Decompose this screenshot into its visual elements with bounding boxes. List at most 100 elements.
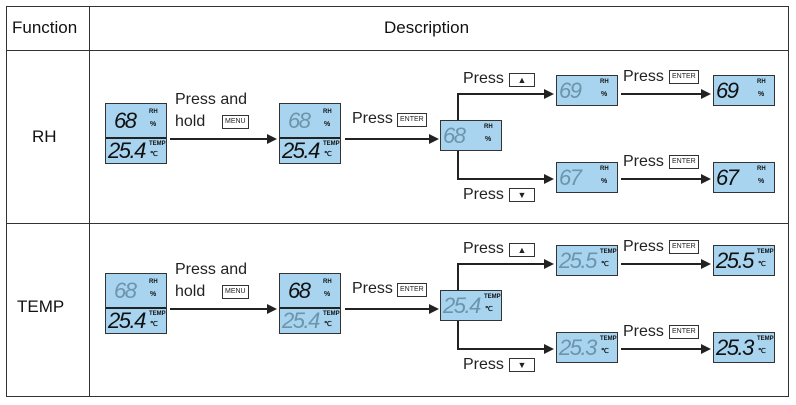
lcd-down-saved-value: 25.3 bbox=[716, 335, 754, 360]
lcd-start-temp-label: TEMP bbox=[149, 141, 166, 147]
lcd-down-saved: 25.3 TEMP ℃ bbox=[713, 332, 775, 363]
lcd-edit-label: RH bbox=[484, 124, 493, 130]
lcd-up-saved-label: RH bbox=[757, 79, 766, 85]
enter-key-icon: ENTER bbox=[397, 113, 427, 127]
lcd-start-temp-value: 25.4 bbox=[108, 308, 146, 333]
enter-key-icon: ENTER bbox=[669, 70, 699, 84]
lcd-start-temp-unit: ℃ bbox=[150, 321, 158, 328]
lcd-up-saved-unit: ℃ bbox=[758, 261, 766, 268]
lcd-menu-rh-value: 68 bbox=[288, 278, 311, 303]
lcd-divider bbox=[280, 137, 340, 139]
lcd-menu-rh-unit: % bbox=[324, 121, 331, 128]
connector-line bbox=[457, 93, 459, 120]
connector-line bbox=[621, 263, 702, 265]
lcd-down-label: TEMP bbox=[600, 336, 617, 342]
arrow-head-icon bbox=[544, 259, 554, 269]
lcd-down-saved-value: 67 bbox=[716, 165, 739, 190]
lcd-edit-unit: ℃ bbox=[485, 306, 493, 313]
lcd-down-saved-unit: % bbox=[758, 178, 765, 185]
enter-key-icon: ENTER bbox=[669, 240, 699, 254]
lcd-edit: 25.4 TEMP ℃ bbox=[440, 290, 502, 321]
connector-line bbox=[170, 138, 268, 140]
connector-line bbox=[621, 93, 702, 95]
arrow-head-icon bbox=[429, 134, 439, 144]
enter-key-icon: ENTER bbox=[397, 283, 427, 297]
lcd-edit-label: TEMP bbox=[484, 294, 501, 300]
lcd-menu-rh-value: 68 bbox=[288, 108, 311, 133]
arrow-head-icon bbox=[544, 174, 554, 184]
lcd-down-saved-label: RH bbox=[757, 166, 766, 172]
enter-key-icon: ENTER bbox=[669, 325, 699, 339]
connector-line bbox=[345, 138, 430, 140]
press-text: Press bbox=[623, 238, 664, 255]
lcd-start-temp-value: 25.4 bbox=[108, 138, 146, 163]
press-text: Press bbox=[352, 110, 393, 127]
lcd-divider bbox=[106, 307, 166, 309]
menu-key-icon: MENU bbox=[222, 115, 249, 129]
enter-key-icon: ENTER bbox=[669, 155, 699, 169]
lcd-start-temp-label: TEMP bbox=[149, 311, 166, 317]
up-key-icon: ▲ bbox=[509, 243, 535, 257]
lcd-up-saved: 69 RH% bbox=[713, 75, 775, 106]
lcd-start-rh-label: RH bbox=[149, 109, 158, 115]
connector-line bbox=[457, 151, 459, 178]
arrow-head-icon bbox=[701, 344, 711, 354]
lcd-down-unit: % bbox=[601, 178, 608, 185]
press-text: Press bbox=[352, 280, 393, 297]
down-key-icon: ▼ bbox=[509, 358, 535, 372]
connector-line bbox=[621, 178, 702, 180]
lcd-menu-temp-unit: ℃ bbox=[324, 151, 332, 158]
lcd-up: 25.5 TEMP ℃ bbox=[556, 245, 618, 276]
lcd-down-value: 67 bbox=[559, 165, 582, 190]
lcd-menu-rh-label: RH bbox=[323, 279, 332, 285]
connector-line bbox=[457, 263, 545, 265]
connector-line bbox=[457, 178, 545, 180]
press-text: Press bbox=[623, 323, 664, 340]
lcd-menu-temp-unit: ℃ bbox=[324, 321, 332, 328]
lcd-start-rh-label: RH bbox=[149, 279, 158, 285]
connector-line bbox=[457, 348, 545, 350]
lcd-start-rh-value: 68 bbox=[114, 278, 137, 303]
arrow-head-icon bbox=[701, 89, 711, 99]
lcd-up: 69 RH% bbox=[556, 75, 618, 106]
lcd-menu-temp-label: TEMP bbox=[323, 141, 340, 147]
lcd-menu-rh-label: RH bbox=[323, 109, 332, 115]
lcd-divider bbox=[106, 137, 166, 139]
lcd-up-value: 69 bbox=[559, 78, 582, 103]
menu-key-icon: MENU bbox=[222, 285, 249, 299]
connector-line bbox=[345, 308, 430, 310]
lcd-start: 68 RH% 25.4 TEMP ℃ bbox=[105, 103, 167, 164]
arrow-head-icon bbox=[544, 344, 554, 354]
press-down-text: Press bbox=[463, 356, 504, 373]
lcd-down-saved: 67 RH% bbox=[713, 162, 775, 193]
lcd-up-unit: % bbox=[601, 91, 608, 98]
lcd-down: 25.3 TEMP ℃ bbox=[556, 332, 618, 363]
press-up-text: Press bbox=[463, 70, 504, 87]
press-and-text: Press and bbox=[175, 91, 248, 108]
connector-line bbox=[457, 263, 459, 290]
hold-text: hold bbox=[175, 283, 206, 300]
lcd-start-rh-value: 68 bbox=[114, 108, 137, 133]
arrow-head-icon bbox=[429, 304, 439, 314]
lcd-up-label: RH bbox=[600, 79, 609, 85]
connector-line bbox=[170, 308, 268, 310]
press-and-text: Press and bbox=[175, 261, 248, 278]
lcd-menu-temp-label: TEMP bbox=[323, 311, 340, 317]
arrow-head-icon bbox=[544, 89, 554, 99]
arrow-head-icon bbox=[701, 259, 711, 269]
lcd-up-value: 25.5 bbox=[559, 248, 597, 273]
arrow-head-icon bbox=[267, 304, 277, 314]
lcd-down-unit: ℃ bbox=[601, 348, 609, 355]
header-description: Description bbox=[384, 18, 470, 37]
lcd-up-saved: 25.5 TEMP ℃ bbox=[713, 245, 775, 276]
press-up-text: Press bbox=[463, 240, 504, 257]
lcd-down-saved-unit: ℃ bbox=[758, 348, 766, 355]
table-border bbox=[6, 6, 789, 397]
function-name: TEMP bbox=[17, 297, 65, 316]
arrow-head-icon bbox=[701, 174, 711, 184]
lcd-edit: 68 RH% bbox=[440, 120, 502, 151]
lcd-down: 67 RH% bbox=[556, 162, 618, 193]
lcd-up-saved-value: 69 bbox=[716, 78, 739, 103]
lcd-down-label: RH bbox=[600, 166, 609, 172]
